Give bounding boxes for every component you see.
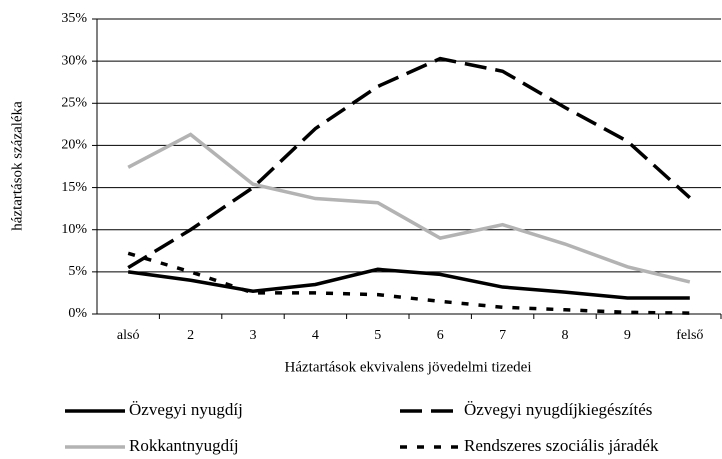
x-tick-label: 4 xyxy=(312,328,319,343)
x-tick-label: felső xyxy=(676,328,703,343)
x-tick-label: 5 xyxy=(374,328,381,343)
x-tick-label: 2 xyxy=(187,328,194,343)
y-tick-label: 30% xyxy=(61,53,87,68)
x-tick-label: 8 xyxy=(562,328,569,343)
legend-label: Özvegyi nyugdíj xyxy=(129,400,243,419)
legend-label: Özvegyi nyugdíjkiegészítés xyxy=(464,400,652,419)
x-tick-label: 7 xyxy=(499,328,506,343)
y-tick-label: 25% xyxy=(61,96,87,111)
x-tick-label: alsó xyxy=(117,328,140,343)
y-tick-label: 35% xyxy=(61,11,87,26)
legend-label: Rendszeres szociális járadék xyxy=(464,436,659,455)
x-tick-label: 6 xyxy=(437,328,444,343)
x-tick-label: 3 xyxy=(250,328,257,343)
series-line xyxy=(127,56,691,270)
legend-label: Rokkantnyugdíj xyxy=(129,436,239,455)
y-tick-label: 10% xyxy=(61,222,87,237)
x-axis-label: Háztartások ekvivalens jövedelmi tizedei xyxy=(285,359,532,375)
y-tick-label: 5% xyxy=(68,264,87,279)
y-axis-label: háztartások százaléka xyxy=(9,101,25,231)
y-tick-label: 20% xyxy=(61,138,87,153)
series-line xyxy=(127,132,691,284)
y-tick-label: 15% xyxy=(61,180,87,195)
y-tick-label: 0% xyxy=(68,306,87,321)
x-tick-label: 9 xyxy=(624,328,631,343)
series-line xyxy=(127,267,690,300)
